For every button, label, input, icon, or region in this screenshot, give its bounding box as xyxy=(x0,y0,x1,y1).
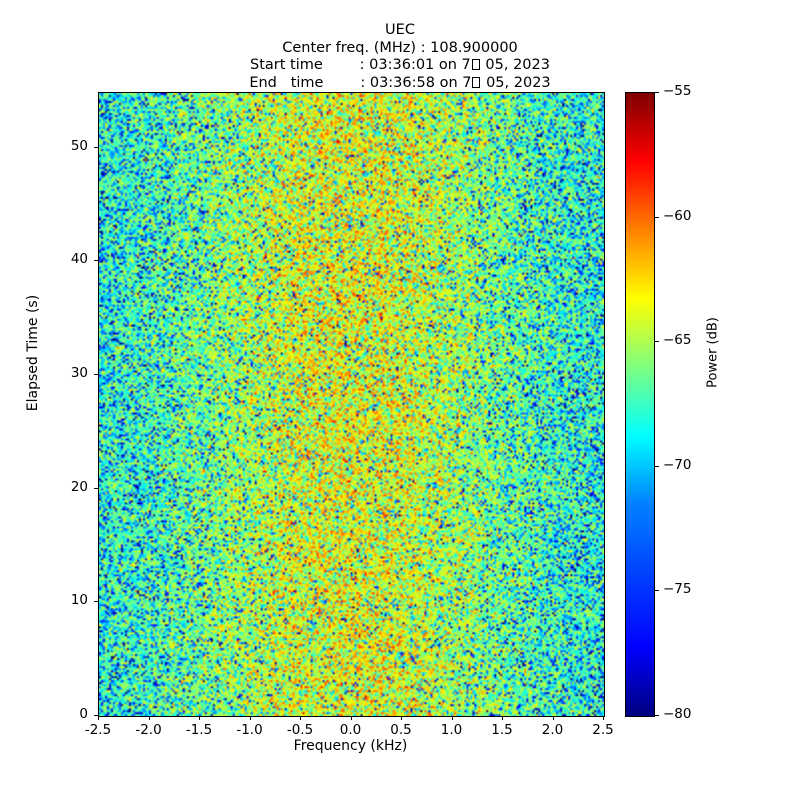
y-tick-label: 0 xyxy=(79,706,88,722)
y-tick-mark xyxy=(93,601,98,603)
x-tick-mark xyxy=(350,716,352,721)
title-end-time: End time : 03:36:58 on 7 05, 2023 xyxy=(0,75,800,93)
x-tick-mark xyxy=(199,716,200,721)
y-tick-mark xyxy=(93,260,98,262)
x-tick-mark xyxy=(148,716,150,721)
x-tick-mark xyxy=(401,716,402,721)
x-tick-label: 2.5 xyxy=(592,722,614,738)
colorbar-tick-label: −65 xyxy=(663,332,692,349)
colorbar-tick-mark xyxy=(655,465,659,467)
x-tick-mark xyxy=(603,716,604,721)
x-tick-label: -1.0 xyxy=(236,722,263,738)
y-tick-label: 50 xyxy=(70,137,88,154)
spectrogram-image xyxy=(99,93,604,716)
title-end-time-prefix: End time : 03:36:58 on 7 xyxy=(249,74,472,91)
spectrogram-plot-area xyxy=(98,92,605,717)
colorbar-tick-mark xyxy=(655,715,659,716)
y-tick-mark xyxy=(93,715,98,716)
x-tick-label: 1.0 xyxy=(440,722,463,738)
colorbar-gradient xyxy=(626,93,654,716)
colorbar-tick-mark xyxy=(655,341,659,343)
title-station-name: UEC xyxy=(385,22,415,38)
x-tick-mark xyxy=(98,716,99,721)
missing-glyph-icon xyxy=(472,76,481,88)
title-start-time-prefix: Start time : 03:36:01 on 7 xyxy=(250,57,471,73)
y-tick-label: 20 xyxy=(70,478,88,495)
y-tick-mark xyxy=(93,373,98,375)
x-tick-label: 1.5 xyxy=(491,722,513,738)
x-tick-label: -2.5 xyxy=(84,722,112,738)
x-axis-label: Frequency (kHz) xyxy=(293,738,408,754)
colorbar-tick-mark xyxy=(655,216,659,218)
y-tick-mark xyxy=(93,146,98,148)
x-tick-mark xyxy=(300,716,301,721)
y-tick-label: 40 xyxy=(70,251,88,268)
colorbar-tick-mark xyxy=(655,590,659,592)
y-tick-label: 30 xyxy=(70,364,88,381)
x-tick-label: -1.5 xyxy=(185,722,213,738)
x-tick-label: 0.0 xyxy=(339,722,362,738)
x-tick-label: -0.5 xyxy=(286,722,314,738)
colorbar-tick-mark xyxy=(655,92,659,93)
title-start-time: Start time : 03:36:01 on 7 05, 2023 xyxy=(0,57,800,75)
colorbar-tick-label: −80 xyxy=(663,706,692,722)
x-tick-mark xyxy=(451,716,453,721)
x-tick-label: -2.0 xyxy=(135,722,162,738)
colorbar-tick-label: −75 xyxy=(663,581,692,598)
y-tick-mark xyxy=(93,487,98,489)
x-tick-label: 0.5 xyxy=(390,722,412,738)
x-tick-mark xyxy=(552,716,554,721)
title-end-time-suffix: 05, 2023 xyxy=(481,74,551,91)
colorbar xyxy=(625,92,655,717)
title-center-frequency: Center freq. (MHz) : 108.900000 xyxy=(282,39,518,56)
figure-title: UEC Center freq. (MHz) : 108.900000 Star… xyxy=(0,22,800,92)
missing-glyph-icon xyxy=(471,59,480,70)
y-tick-label: 10 xyxy=(70,592,88,609)
title-start-time-suffix: 05, 2023 xyxy=(480,57,550,73)
x-tick-label: 2.0 xyxy=(541,722,564,738)
x-tick-mark xyxy=(249,716,251,721)
colorbar-tick-label: −55 xyxy=(663,83,692,99)
colorbar-label: Power (dB) xyxy=(705,317,721,388)
colorbar-tick-label: −60 xyxy=(663,207,692,224)
colorbar-tick-label: −70 xyxy=(663,456,692,473)
x-tick-mark xyxy=(502,716,503,721)
y-axis-label: Elapsed Time (s) xyxy=(25,294,41,412)
